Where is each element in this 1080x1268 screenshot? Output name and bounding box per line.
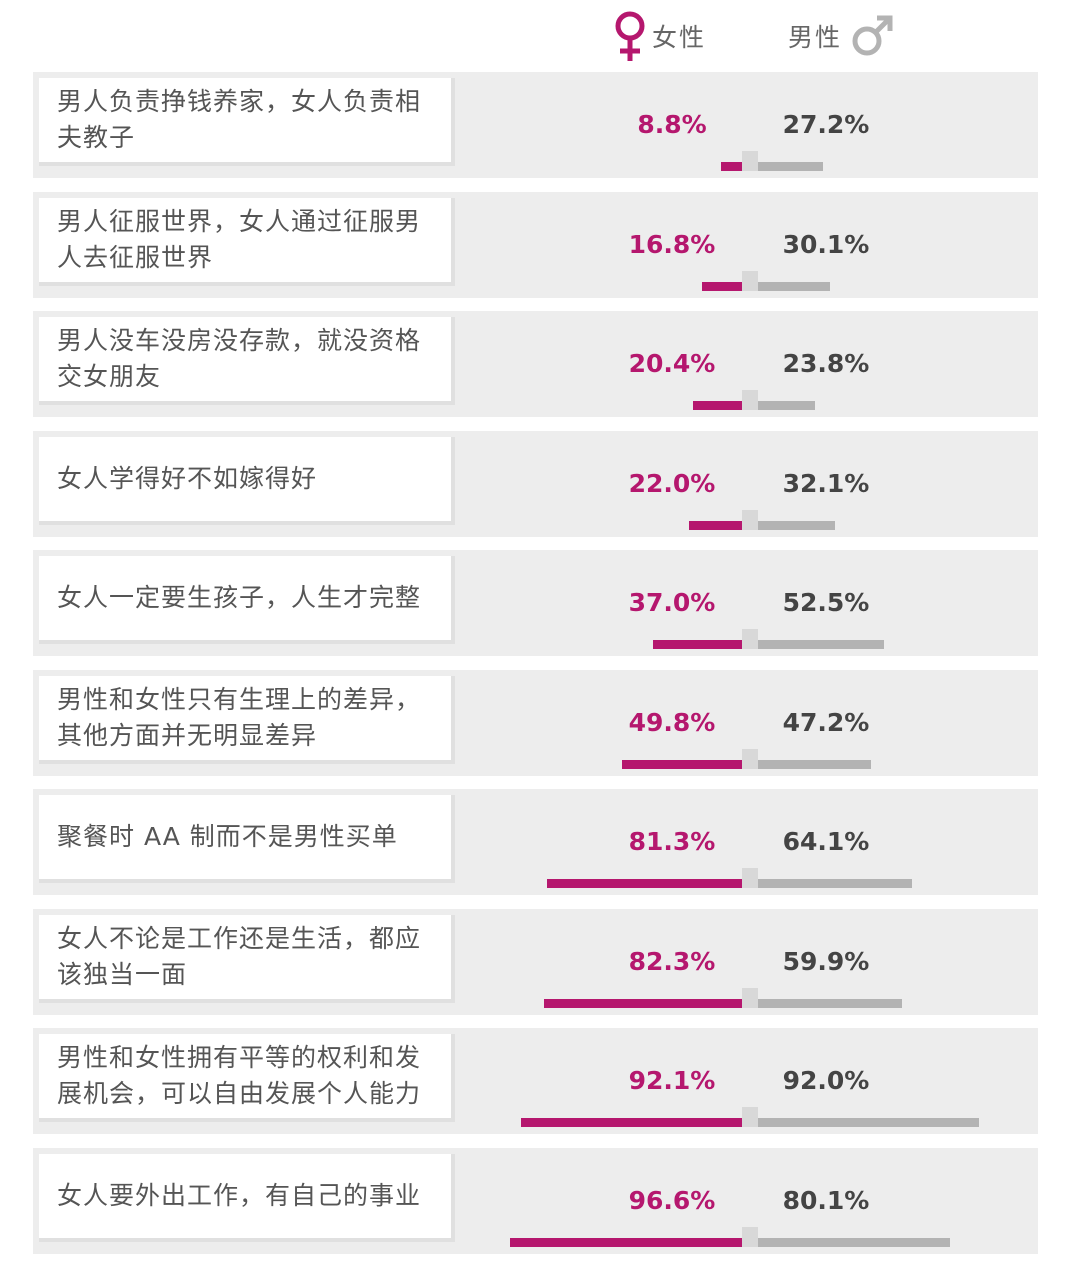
bar-center-marker [742,1227,758,1247]
chart-row: 聚餐时 AA 制而不是男性买单 81.3% 64.1% [33,789,1038,895]
category-label: 男性和女性拥有平等的权利和发展机会，可以自由发展个人能力 [57,1043,422,1108]
female-bar [720,162,742,171]
chart-row: 男人没车没房没存款，就没资格交女朋友 20.4% 23.8% [33,311,1038,417]
bar-center-marker [742,749,758,769]
male-value-label: 27.2% [782,110,870,139]
female-bar [520,1118,742,1127]
male-value-label: 32.1% [782,469,870,498]
category-label: 女人学得好不如嫁得好 [57,464,318,493]
category-label-box: 女人要外出工作，有自己的事业 [39,1154,455,1242]
bar-center-marker [742,151,758,171]
category-label: 男人负责挣钱养家，女人负责相夫教子 [57,87,422,152]
legend-male-label: 男性 [788,23,843,52]
male-bar [758,879,912,888]
female-value-label: 96.6% [628,1186,716,1215]
bar-center-marker [742,390,758,410]
category-label: 男性和女性只有生理上的差异，其他方面并无明显差异 [57,685,422,750]
male-bar [758,401,816,410]
chart-row: 男性和女性拥有平等的权利和发展机会，可以自由发展个人能力 92.1% 92.0% [33,1028,1038,1134]
male-value-label: 64.1% [782,827,870,856]
female-symbol-icon [612,9,648,63]
category-label-box: 男性和女性只有生理上的差异，其他方面并无明显差异 [39,676,455,764]
category-label: 女人一定要生孩子，人生才完整 [57,583,422,612]
male-bar [758,1118,979,1127]
category-label: 女人要外出工作，有自己的事业 [57,1181,422,1210]
bar-center-marker [742,271,758,291]
male-value-label: 47.2% [782,708,870,737]
bar-center-marker [742,629,758,649]
category-label-box: 男性和女性拥有平等的权利和发展机会，可以自由发展个人能力 [39,1034,455,1122]
male-bar [758,162,824,171]
category-label: 男人没车没房没存款，就没资格交女朋友 [57,326,422,391]
male-value-label: 59.9% [782,947,870,976]
legend-female-label: 女性 [652,23,707,52]
bar-center-marker [742,510,758,530]
male-bar [758,760,872,769]
female-value-label: 92.1% [628,1066,716,1095]
category-label: 男人征服世界，女人通过征服男人去征服世界 [57,207,422,272]
female-bar [693,401,742,410]
male-bar [758,282,831,291]
female-bar [544,999,742,1008]
male-value-label: 80.1% [782,1186,870,1215]
bar-center-marker [742,988,758,1008]
female-bar [622,760,742,769]
category-label-box: 女人不论是工作还是生活，都应该独当一面 [39,915,455,1003]
chart-row: 男人负责挣钱养家，女人负责相夫教子 8.8% 27.2% [33,72,1038,178]
male-bar [758,521,836,530]
category-label-box: 男人没车没房没存款，就没资格交女朋友 [39,317,455,405]
legend-female: 女性 [612,8,706,64]
female-value-label: 16.8% [628,230,716,259]
category-label: 女人不论是工作还是生活，都应该独当一面 [57,924,422,989]
male-value-label: 92.0% [782,1066,870,1095]
category-label-box: 男人负责挣钱养家，女人负责相夫教子 [39,78,455,166]
chart-row: 女人要外出工作，有自己的事业 96.6% 80.1% [33,1148,1038,1254]
chart-row: 女人学得好不如嫁得好 22.0% 32.1% [33,431,1038,537]
male-symbol-icon [850,13,894,59]
category-label-box: 男人征服世界，女人通过征服男人去征服世界 [39,198,455,286]
category-label-box: 女人学得好不如嫁得好 [39,437,455,525]
female-value-label: 82.3% [628,947,716,976]
chart-row: 女人不论是工作还是生活，都应该独当一面 82.3% 59.9% [33,909,1038,1015]
bar-center-marker [742,868,758,888]
male-value-label: 23.8% [782,349,870,378]
female-bar [689,521,742,530]
legend-male: 男性 [788,8,894,64]
male-value-label: 30.1% [782,230,870,259]
female-bar [653,640,742,649]
category-label-box: 女人一定要生孩子，人生才完整 [39,556,455,644]
male-bar [758,1238,951,1247]
bar-center-marker [742,1107,758,1127]
category-label-box: 聚餐时 AA 制而不是男性买单 [39,795,455,883]
female-value-label: 22.0% [628,469,716,498]
male-bar [758,640,884,649]
female-value-label: 81.3% [628,827,716,856]
female-bar [546,879,742,888]
chart-row: 男性和女性只有生理上的差异，其他方面并无明显差异 49.8% 47.2% [33,670,1038,776]
female-value-label: 8.8% [637,110,707,139]
male-value-label: 52.5% [782,588,870,617]
legend: 女性 男性 [0,0,1080,70]
female-value-label: 49.8% [628,708,716,737]
female-value-label: 20.4% [628,349,716,378]
female-bar [701,282,742,291]
female-bar [510,1238,742,1247]
chart-row: 女人一定要生孩子，人生才完整 37.0% 52.5% [33,550,1038,656]
category-label: 聚餐时 AA 制而不是男性买单 [57,822,398,851]
male-bar [758,999,902,1008]
female-value-label: 37.0% [628,588,716,617]
chart-row: 男人征服世界，女人通过征服男人去征服世界 16.8% 30.1% [33,192,1038,298]
